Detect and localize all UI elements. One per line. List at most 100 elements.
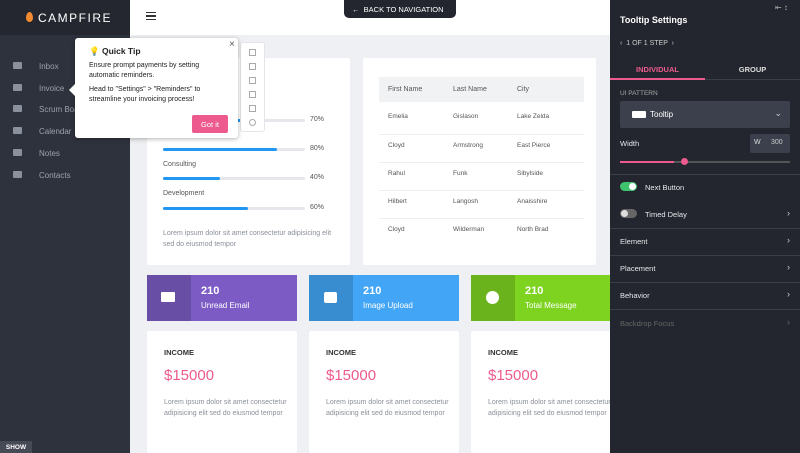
income-amount: $15000	[326, 367, 377, 384]
progress-track	[163, 148, 305, 151]
toggle-label: Timed Delay	[645, 210, 687, 219]
stat-icon	[471, 275, 515, 321]
pattern-value: Tooltip	[650, 110, 674, 119]
income-text: Lorem ipsum dolor sit amet consectetur a…	[488, 399, 610, 417]
table-cell: Lake Zelda	[517, 113, 550, 120]
tab[interactable]: INDIVIDUAL	[636, 65, 679, 74]
field-label: UI PATTERN	[620, 90, 658, 97]
table-cell: Anaisshire	[517, 198, 548, 205]
width-input[interactable]: W 300	[750, 134, 790, 153]
table-cell: Hilbert	[388, 198, 407, 205]
got-it-button[interactable]: Got it	[192, 115, 228, 133]
progress-label: Development	[163, 190, 205, 197]
pattern-select[interactable]: Tooltip ⌄	[620, 101, 790, 128]
stat-icon	[147, 275, 191, 321]
column-header: First Name	[388, 86, 423, 93]
table-cell: Funk	[453, 170, 468, 177]
stat-label: Total Message	[525, 301, 577, 310]
tooltip-text: Head to "Settings" > "Reminders" to stre…	[89, 86, 201, 103]
stat-icon	[309, 275, 353, 321]
tab-divider	[610, 79, 800, 80]
menu-icon	[13, 105, 22, 112]
income-amount: $15000	[164, 367, 215, 384]
row-divider	[379, 162, 584, 163]
show-button[interactable]: SHOW	[0, 441, 32, 453]
table-cell: East Pierce	[517, 142, 551, 149]
income-title: INCOME	[326, 348, 356, 357]
back-button[interactable]: ← BACK TO NAVIGATION	[344, 0, 456, 18]
progress-value: 60%	[310, 204, 325, 211]
tooltip-text: Ensure prompt payments by setting automa…	[89, 62, 200, 79]
tooltip: 💡 Quick Tip × Ensure prompt payments by …	[69, 38, 238, 138]
step-label: 1 OF 1 STEP	[626, 40, 668, 47]
section-row[interactable]: Backdrop Focus	[620, 319, 675, 328]
progress-track	[163, 177, 305, 180]
section-row[interactable]: Placement	[620, 264, 656, 273]
table-cell: Langosh	[453, 198, 478, 205]
income-title: INCOME	[164, 348, 194, 357]
toggle-label: Next Button	[645, 183, 685, 192]
width-unit: W	[754, 139, 761, 146]
panel-title: Tooltip Settings	[620, 15, 688, 25]
income-card: INCOME $15000 Lorem ipsum dolor sit amet c…	[471, 331, 610, 453]
stat-value: 210	[201, 285, 220, 297]
step-nav[interactable]: ‹ 1 OF 1 STEP ›	[620, 40, 674, 47]
progress-bar	[163, 177, 220, 180]
progress-value: 70%	[310, 116, 325, 123]
brand-name: CAMPFIRE	[38, 11, 113, 25]
divider	[610, 228, 800, 229]
progress-bar	[163, 148, 277, 151]
menu-item[interactable]: Contacts	[39, 171, 71, 180]
divider	[610, 255, 800, 256]
width-value: 300	[771, 139, 783, 146]
table-cell: Rahul	[388, 170, 405, 177]
income-title: INCOME	[488, 348, 518, 357]
skills-text: Lorem ipsum dolor sit amet consectetur a…	[163, 230, 332, 248]
settings-panel: Tooltip Settings ⇤ ↕ ‹ 1 OF 1 STEP › IND…	[610, 0, 800, 453]
row-divider	[379, 218, 584, 219]
stat-tile: 210 Image Upload	[309, 275, 459, 321]
section-row[interactable]: Behavior	[620, 291, 650, 300]
hamburger[interactable]	[146, 12, 156, 20]
section-row[interactable]: Element	[620, 237, 648, 246]
row-divider	[379, 134, 584, 135]
progress-value: 40%	[310, 174, 325, 181]
table-cell: Gislason	[453, 113, 479, 120]
menu-icon	[13, 84, 22, 91]
panel-controls[interactable]: ⇤ ↕	[775, 3, 788, 12]
top-bar: ← BACK TO NAVIGATION	[130, 0, 610, 35]
menu-icon	[13, 149, 22, 156]
tab-underline	[610, 78, 705, 80]
tool-strip	[240, 42, 265, 132]
tab[interactable]: GROUP	[738, 65, 767, 74]
stat-value: 210	[525, 285, 544, 297]
income-text: Lorem ipsum dolor sit amet consectetur a…	[164, 399, 287, 417]
row-divider	[379, 190, 584, 191]
column-header: Last Name	[453, 86, 487, 93]
close-button[interactable]: ×	[229, 39, 235, 50]
table-cell: Cloyd	[388, 142, 405, 149]
width-slider[interactable]	[620, 158, 790, 165]
table-cell: Sibylside	[517, 170, 544, 177]
table-cell: Armstrong	[453, 142, 483, 149]
table-cell: Cloyd	[388, 226, 405, 233]
divider	[610, 282, 800, 283]
logo-flame	[26, 12, 33, 22]
field-label: Width	[620, 139, 640, 148]
menu-item[interactable]: Notes	[39, 149, 60, 158]
table-cell: Wilderman	[453, 226, 485, 233]
stat-tile: 210 Unread Email	[147, 275, 297, 321]
toggle-on[interactable]	[620, 182, 637, 191]
menu-icon	[13, 62, 22, 69]
menu-item[interactable]: Invoice	[39, 84, 65, 93]
menu-item[interactable]: Scrum Board	[39, 105, 86, 114]
stat-label: Image Upload	[363, 301, 413, 310]
menu-item[interactable]: Calendar	[39, 127, 72, 136]
toggle-off[interactable]	[620, 209, 637, 218]
progress-track	[163, 207, 305, 210]
divider	[610, 174, 800, 175]
income-text: Lorem ipsum dolor sit amet consectetur a…	[326, 399, 449, 417]
menu-item[interactable]: Inbox	[39, 62, 59, 71]
table-cell: North Brad	[517, 226, 549, 233]
